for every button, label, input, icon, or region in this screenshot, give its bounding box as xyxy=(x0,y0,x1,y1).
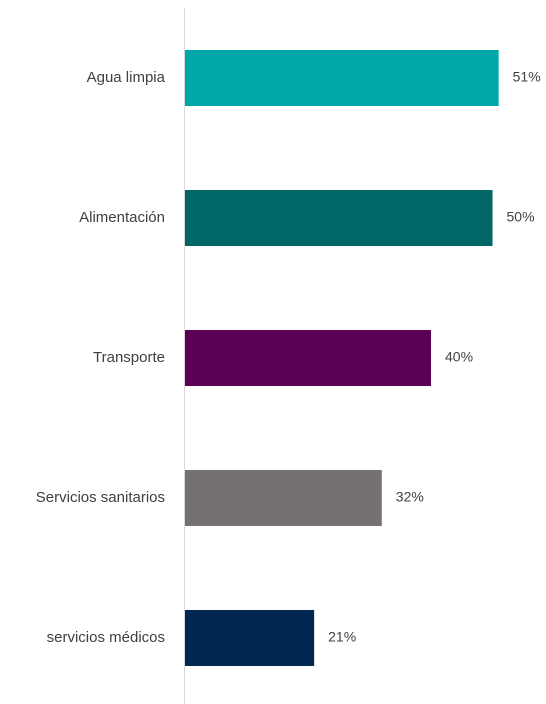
value-label-alimentacion: 50% xyxy=(507,209,535,225)
category-label-alimentacion: Alimentación xyxy=(79,209,165,226)
category-label-servicios-sanitarios: Servicios sanitarios xyxy=(36,489,165,506)
bar-servicios-medicos xyxy=(185,610,315,666)
value-label-servicios-sanitarios: 32% xyxy=(396,489,424,505)
value-label-agua-limpia: 51% xyxy=(513,69,541,85)
value-label-transporte: 40% xyxy=(445,349,473,365)
value-label-servicios-medicos: 21% xyxy=(328,629,356,645)
category-label-agua-limpia: Agua limpia xyxy=(87,69,166,86)
bar-servicios-sanitarios xyxy=(185,470,382,526)
bar-transporte xyxy=(185,330,431,386)
category-label-transporte: Transporte xyxy=(93,349,165,366)
category-label-servicios-medicos: servicios médicos xyxy=(47,629,165,646)
bar-alimentacion xyxy=(185,190,493,246)
bar-agua-limpia xyxy=(185,50,499,106)
